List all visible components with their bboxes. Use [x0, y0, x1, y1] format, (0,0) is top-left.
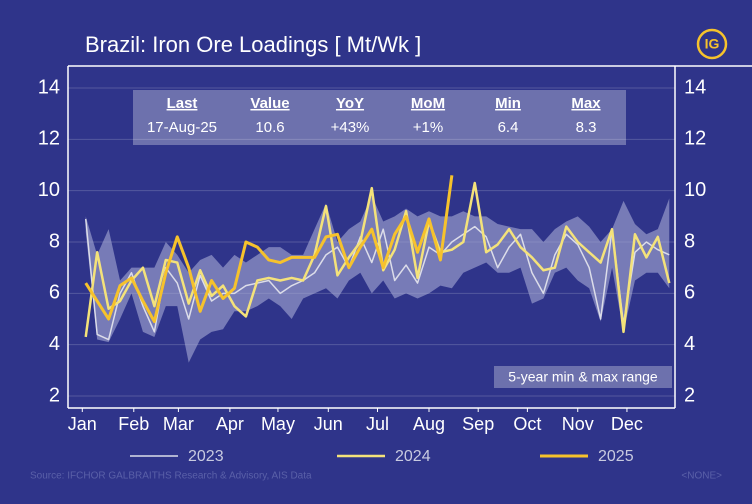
y2-tick-label: 12 — [684, 128, 706, 150]
stats-box — [133, 90, 626, 145]
stats-value: 17-Aug-25 — [147, 119, 217, 136]
y2-tick-label: 4 — [684, 333, 695, 355]
y-tick-label: 10 — [38, 179, 60, 201]
source: Source: IFCHOR GALBRAITHS Research & Adv… — [30, 471, 312, 482]
stats-header: Max — [571, 95, 601, 112]
x-tick-label: Sep — [462, 414, 494, 434]
stats-value: 10.6 — [255, 119, 284, 136]
y2-tick-label: 10 — [684, 179, 706, 201]
stats-header: MoM — [411, 95, 445, 112]
stats-header: Value — [250, 95, 289, 112]
x-tick-label: Apr — [216, 414, 244, 434]
x-tick-label: Oct — [513, 414, 541, 434]
y2-tick-label: 8 — [684, 230, 695, 252]
legend-label: 2025 — [598, 448, 634, 465]
x-tick-label: Aug — [413, 414, 445, 434]
series-line — [84, 175, 454, 324]
stats-value: +43% — [331, 119, 370, 136]
legend-label: 2024 — [395, 448, 431, 465]
y2-tick-label: 6 — [684, 282, 695, 304]
stats-header: Min — [495, 95, 521, 112]
y2-tick-label: 2 — [684, 384, 695, 406]
y-tick-label: 14 — [38, 76, 60, 98]
y-tick-label: 8 — [49, 230, 60, 252]
stats-value: 8.3 — [576, 119, 597, 136]
chart-title: Brazil: Iron Ore Loadings [ Mt/Wk ] — [85, 32, 421, 57]
y2-tick-label: 14 — [684, 76, 706, 98]
stats-value: +1% — [413, 119, 443, 136]
y-tick-label: 4 — [49, 333, 60, 355]
x-tick-label: Jan — [68, 414, 97, 434]
footer-right: <NONE> — [681, 471, 722, 482]
x-tick-label: Jul — [366, 414, 389, 434]
x-tick-label: Dec — [611, 414, 643, 434]
stats-header: Last — [167, 95, 198, 112]
range-band — [85, 195, 670, 363]
series-line — [84, 181, 671, 338]
y-tick-label: 12 — [38, 128, 60, 150]
range-label-box — [494, 366, 672, 388]
stats-header: YoY — [336, 95, 364, 112]
y-tick-label: 2 — [49, 384, 60, 406]
x-tick-label: May — [261, 414, 295, 434]
stats-value: 6.4 — [498, 119, 519, 136]
logo-ring — [696, 28, 728, 60]
x-tick-label: Feb — [118, 414, 149, 434]
x-tick-label: Jun — [314, 414, 343, 434]
logo: IG — [705, 36, 720, 52]
x-tick-label: Mar — [163, 414, 194, 434]
y-tick-label: 6 — [49, 282, 60, 304]
range-label: 5-year min & max range — [508, 369, 658, 385]
x-tick-label: Nov — [562, 414, 594, 434]
legend-label: 2023 — [188, 448, 224, 465]
